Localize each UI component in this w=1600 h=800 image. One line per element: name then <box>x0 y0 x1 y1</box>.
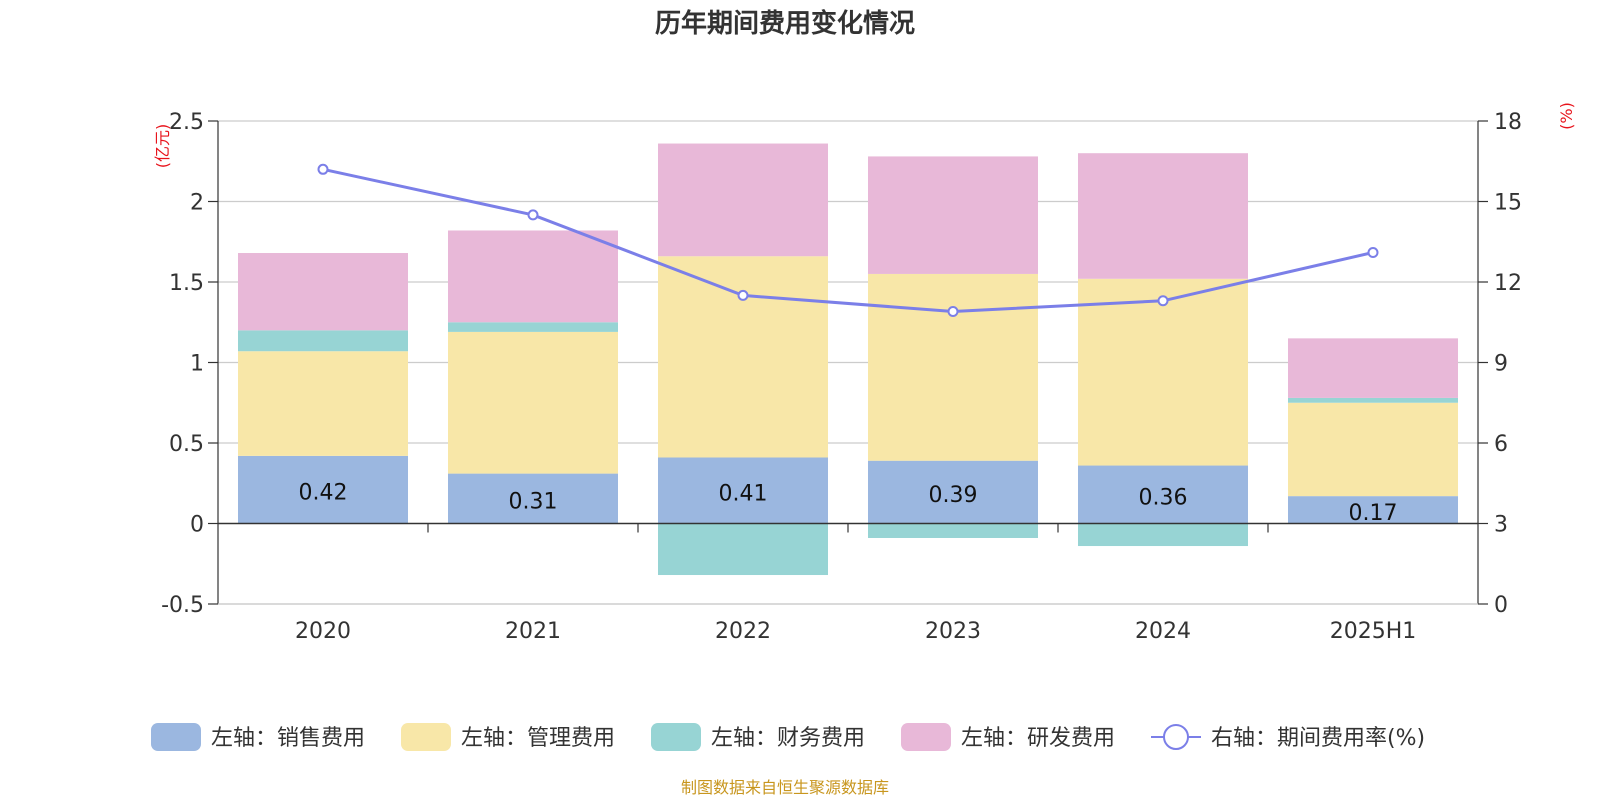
legend-swatch-1 <box>401 723 451 751</box>
bar-label-2021: 0.31 <box>509 490 558 515</box>
bar-2020-series-0 <box>238 455 408 524</box>
legend-swatch-3 <box>901 723 951 751</box>
legend-label-0: 左轴：销售费用 <box>211 726 365 751</box>
bar-2025H1-series-0 <box>1288 496 1458 524</box>
bars-layer <box>238 143 1458 576</box>
bar-2023-series-2 <box>868 523 1038 538</box>
bar-2021-series-3 <box>448 230 618 323</box>
legend-swatch-0 <box>151 723 201 751</box>
axes-layer: 2.5 2 1.5 1 0.5 0 -0.5 18 15 12 9 6 3 0 2020 2021 2022 20… <box>161 110 1522 644</box>
right-tick-label: 3 <box>1494 513 1508 538</box>
left-tick-label: 0.5 <box>169 432 204 457</box>
rate-point-2024 <box>1157 295 1169 307</box>
left-tick-label: 1 <box>190 352 204 377</box>
bar-2025H1-series-3 <box>1288 338 1458 398</box>
bar-2024-series-2 <box>1078 523 1248 547</box>
rate-point-2021 <box>527 209 539 221</box>
legend-swatch-2 <box>651 723 701 751</box>
right-tick-label: 15 <box>1494 191 1522 216</box>
bar-2023-series-1 <box>868 273 1038 461</box>
left-tick-label: 2.5 <box>169 110 204 135</box>
rate-point-2020 <box>317 163 329 175</box>
bar-2020-series-2 <box>238 330 408 352</box>
rate-point-2022 <box>737 289 749 301</box>
grid-lines <box>218 120 1478 605</box>
bar-2021-series-1 <box>448 331 618 474</box>
rate-point-2023 <box>947 306 959 318</box>
bar-2024-series-3 <box>1078 153 1248 279</box>
x-tick-label: 2022 <box>715 619 771 644</box>
right-axis-unit: (%) <box>1557 102 1576 130</box>
rate-point-2025H1 <box>1367 246 1379 258</box>
right-tick-label: 9 <box>1494 352 1508 377</box>
right-tick-label: 18 <box>1494 110 1522 135</box>
bar-2020-series-3 <box>238 253 408 331</box>
legend: 左轴：销售费用 左轴：管理费用 左轴：财务费用 左轴：研发费用 右轴：期间费用率(%) <box>151 723 1425 751</box>
rate-line <box>322 167 1374 314</box>
left-tick-label: -0.5 <box>161 593 204 618</box>
bar-2022-series-1 <box>658 256 828 458</box>
x-tick-label: 2023 <box>925 619 981 644</box>
x-tick-label: 2020 <box>295 619 351 644</box>
x-tick-label: 2025H1 <box>1330 619 1417 644</box>
x-tick-label: 2024 <box>1135 619 1191 644</box>
x-tick-label: 2021 <box>505 619 561 644</box>
bar-2023-series-0 <box>868 460 1038 524</box>
legend-line-marker <box>1163 724 1189 750</box>
bar-labels-layer: 0.42 0.31 0.41 0.39 0.36 0.17 <box>299 481 1398 526</box>
bar-2022-series-0 <box>658 457 828 524</box>
bar-2021-series-0 <box>448 473 618 524</box>
legend-label-line: 右轴：期间费用率(%) <box>1211 726 1425 751</box>
bar-label-2024: 0.36 <box>1139 486 1188 511</box>
bar-2024-series-1 <box>1078 278 1248 466</box>
legend-label-1: 左轴：管理费用 <box>461 726 615 751</box>
bar-2020-series-1 <box>238 351 408 456</box>
right-tick-label: 12 <box>1494 271 1522 296</box>
source-note: 制图数据来自恒生聚源数据库 <box>681 778 889 797</box>
line-layer <box>317 163 1379 318</box>
bar-2022-series-2 <box>658 523 828 576</box>
legend-label-2: 左轴：财务费用 <box>711 726 865 751</box>
bar-label-2025H1: 0.17 <box>1349 501 1398 526</box>
bar-2022-series-3 <box>658 143 828 257</box>
bar-label-2022: 0.41 <box>719 481 768 506</box>
bar-label-2020: 0.42 <box>299 481 348 506</box>
bar-2024-series-0 <box>1078 465 1248 524</box>
left-axis-unit: (亿元) <box>153 124 172 169</box>
legend-label-3: 左轴：研发费用 <box>961 726 1115 751</box>
bar-2021-series-2 <box>448 322 618 332</box>
bar-2025H1-series-2 <box>1288 397 1458 403</box>
left-tick-label: 1.5 <box>169 271 204 296</box>
bar-2025H1-series-1 <box>1288 402 1458 497</box>
chart-title: 历年期间费用变化情况 <box>655 8 915 39</box>
right-tick-label: 0 <box>1494 593 1508 618</box>
bar-2023-series-3 <box>868 156 1038 274</box>
left-tick-label: 0 <box>190 513 204 538</box>
left-tick-label: 2 <box>190 191 204 216</box>
bar-label-2023: 0.39 <box>929 483 978 508</box>
right-tick-label: 6 <box>1494 432 1508 457</box>
